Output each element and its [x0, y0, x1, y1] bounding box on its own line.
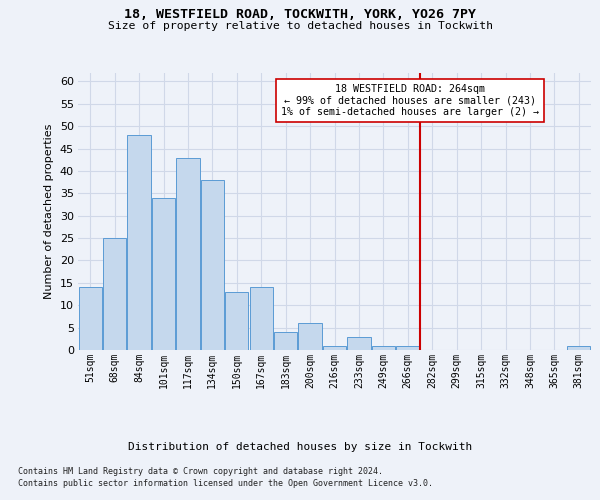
Bar	[323, 346, 346, 350]
Bar	[347, 336, 371, 350]
Bar	[250, 288, 273, 350]
Bar	[103, 238, 126, 350]
Text: Distribution of detached houses by size in Tockwith: Distribution of detached houses by size …	[128, 442, 472, 452]
Y-axis label: Number of detached properties: Number of detached properties	[44, 124, 54, 299]
Bar	[396, 346, 419, 350]
Bar	[176, 158, 200, 350]
Text: 18 WESTFIELD ROAD: 264sqm
← 99% of detached houses are smaller (243)
1% of semi-: 18 WESTFIELD ROAD: 264sqm ← 99% of detac…	[281, 84, 539, 117]
Text: Contains HM Land Registry data © Crown copyright and database right 2024.: Contains HM Land Registry data © Crown c…	[18, 468, 383, 476]
Bar	[274, 332, 297, 350]
Bar	[567, 346, 590, 350]
Text: 18, WESTFIELD ROAD, TOCKWITH, YORK, YO26 7PY: 18, WESTFIELD ROAD, TOCKWITH, YORK, YO26…	[124, 8, 476, 20]
Bar	[298, 323, 322, 350]
Text: Size of property relative to detached houses in Tockwith: Size of property relative to detached ho…	[107, 21, 493, 31]
Bar	[152, 198, 175, 350]
Bar	[127, 135, 151, 350]
Bar	[372, 346, 395, 350]
Text: Contains public sector information licensed under the Open Government Licence v3: Contains public sector information licen…	[18, 479, 433, 488]
Bar	[201, 180, 224, 350]
Bar	[79, 288, 102, 350]
Bar	[225, 292, 248, 350]
